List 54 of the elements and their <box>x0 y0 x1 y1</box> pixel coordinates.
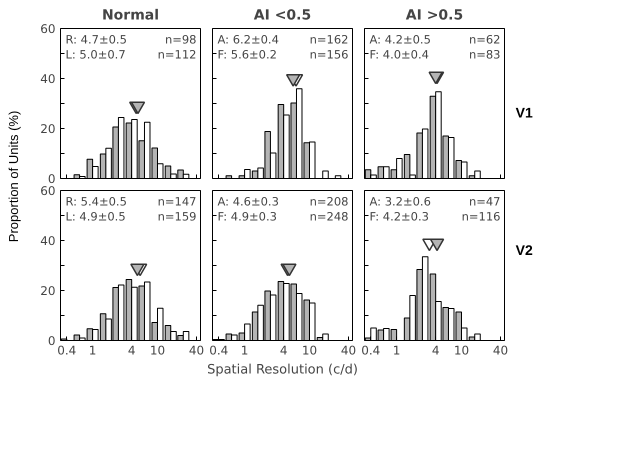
x-tick-label: 1 <box>240 344 248 358</box>
annotation: F: 4.0±0.4 <box>370 48 429 62</box>
x-tick-label: 4 <box>432 344 440 358</box>
annotation: n=83 <box>468 48 501 62</box>
annotation: n=248 <box>310 210 348 224</box>
x-tick-label: 0.4 <box>361 344 380 358</box>
annotation: L: 4.9±0.5 <box>66 210 126 224</box>
chart-title: AI >0.5 <box>406 8 464 24</box>
annotation: n=162 <box>310 32 348 46</box>
annotation: A: 4.2±0.5 <box>370 32 431 46</box>
annotation: F: 4.2±0.3 <box>370 210 429 224</box>
y2-axis-title: V2 <box>516 242 533 258</box>
x-tick-label: 40 <box>340 344 356 358</box>
x-tick-label: 40 <box>188 344 204 358</box>
chart-title: AI <0.5 <box>254 8 312 24</box>
annotation: R: 5.4±0.5 <box>66 194 127 208</box>
annotation: n=116 <box>462 210 500 224</box>
y-tick-label: 40 <box>40 72 56 86</box>
annotation: n=112 <box>158 48 196 62</box>
annotation: n=208 <box>310 194 348 208</box>
x-tick-label: 10 <box>454 344 470 358</box>
x-tick-label: 1 <box>88 344 96 358</box>
annotation: F: 5.6±0.2 <box>218 48 277 62</box>
y-tick-label: 0 <box>48 334 56 348</box>
y-tick-label: 60 <box>40 22 56 36</box>
y2-axis-title: V1 <box>516 104 533 120</box>
y-tick-label: 20 <box>40 122 56 136</box>
annotation: A: 3.2±0.6 <box>370 194 431 208</box>
x-tick-label: 4 <box>128 344 136 358</box>
annotation: A: 6.2±0.4 <box>218 32 279 46</box>
y-tick-label: 40 <box>40 234 56 248</box>
annotation: F: 4.9±0.3 <box>218 210 277 224</box>
annotation: n=159 <box>158 210 196 224</box>
x-tick-label: 1 <box>392 344 400 358</box>
x-tick-label: 4 <box>280 344 288 358</box>
x-tick-label: 0.4 <box>209 344 228 358</box>
annotation: A: 4.6±0.3 <box>218 194 279 208</box>
y-tick-label: 20 <box>40 284 56 298</box>
annotation: n=156 <box>310 48 348 62</box>
x-tick-label: 0.4 <box>57 344 76 358</box>
x-axis-title: Spatial Resolution (c/d) <box>207 362 358 378</box>
y-axis-title: Proportion of Units (%) <box>6 110 22 242</box>
annotation: n=62 <box>468 32 501 46</box>
annotation: n=147 <box>158 194 196 208</box>
chart-title: Normal <box>102 8 160 24</box>
annotation: n=47 <box>468 194 501 208</box>
annotation: R: 4.7±0.5 <box>66 32 127 46</box>
x-tick-label: 10 <box>150 344 166 358</box>
x-tick-label: 10 <box>302 344 318 358</box>
annotation: n=98 <box>164 32 197 46</box>
y-tick-label: 0 <box>48 172 56 186</box>
x-tick-label: 40 <box>492 344 508 358</box>
annotation: L: 5.0±0.7 <box>66 48 126 62</box>
y-tick-label: 60 <box>40 184 56 198</box>
